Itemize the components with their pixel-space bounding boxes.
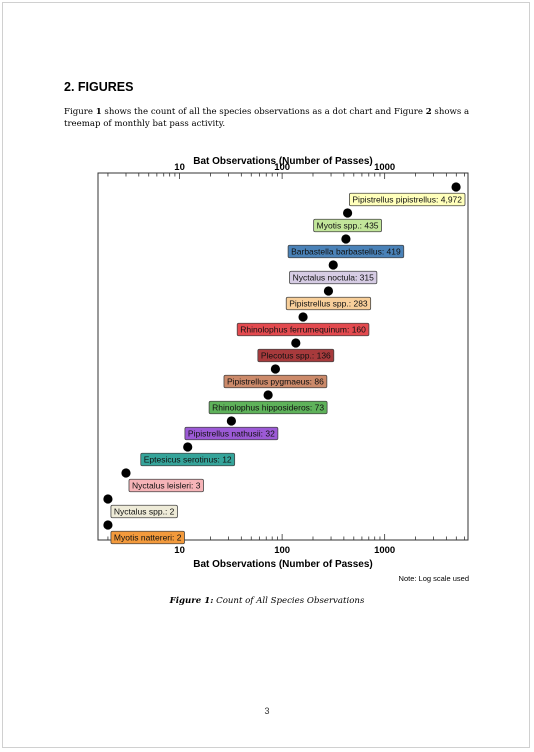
data-point: [103, 494, 113, 504]
data-label-box: [110, 530, 185, 545]
intro-text-2: shows the count of all the species obser…: [101, 107, 426, 117]
data-label-box: [223, 374, 328, 389]
x-tick-label-top: 10: [174, 162, 185, 173]
data-point: [328, 260, 338, 270]
data-label: Rhinolophus hipposideros: 73: [212, 403, 324, 413]
data-label-box: [348, 192, 466, 207]
data-label-box: [257, 348, 335, 363]
data-label: Rhinolophus ferrumequinum: 160: [240, 325, 366, 335]
data-point: [298, 312, 308, 322]
data-label: Nyctalus noctula: 315: [293, 273, 375, 283]
data-label-box: [285, 296, 372, 311]
data-label-box: [128, 478, 204, 493]
data-label: Myotis nattereri: 2: [114, 533, 182, 543]
caption-prefix: Figure 1:: [169, 596, 214, 606]
x-tick-label-bottom: 1000: [374, 545, 395, 556]
data-label: Pipistrellus pygmaeus: 86: [227, 377, 324, 387]
page-number: 3: [264, 706, 270, 716]
log-scale-note: Note: Log scale used: [399, 574, 469, 583]
intro-paragraph: Figure 1 shows the count of all the spec…: [64, 106, 494, 130]
data-label-box: [289, 270, 378, 285]
data-point: [263, 390, 273, 400]
data-label-box: [110, 504, 178, 519]
figure-caption: Figure 1: Count of All Species Observati…: [0, 596, 534, 606]
data-label-box: [236, 322, 370, 337]
data-label-box: [287, 244, 405, 259]
data-label: Nyctalus leisleri: 3: [132, 481, 201, 491]
data-point: [341, 234, 351, 244]
data-label: Pipistrellus nathusii: 32: [188, 429, 275, 439]
section-title: FIGURES: [77, 80, 134, 94]
figure-ref-1: 1: [95, 107, 102, 117]
data-label: Plecotus spp.: 136: [261, 351, 331, 361]
x-tick-label-bottom: 100: [274, 545, 290, 556]
intro-text-1: Figure: [64, 107, 96, 117]
data-label: Myotis spp.: 435: [317, 221, 379, 231]
figure-ref-2: 2: [425, 107, 432, 117]
x-tick-label-bottom: 10: [174, 545, 185, 556]
data-point: [270, 364, 281, 374]
data-label-box: [140, 452, 236, 467]
data-point: [451, 182, 461, 192]
data-point: [291, 338, 301, 348]
data-point: [342, 208, 353, 218]
data-point: [103, 520, 113, 530]
caption-text: Count of All Species Observations: [213, 596, 365, 606]
data-point: [183, 442, 193, 452]
data-label-box: [208, 400, 328, 415]
x-tick-label-top: 100: [274, 162, 290, 173]
data-label: Barbastella barbastellus: 419: [291, 247, 401, 257]
x-axis-label: Bat Observations (Number of Passes): [193, 559, 373, 570]
data-point: [226, 416, 236, 426]
data-label: Nyctalus spp.: 2: [114, 507, 175, 517]
data-label-box: [313, 218, 382, 233]
plot-frame: [97, 172, 469, 541]
section-heading: 2. FIGURES: [64, 80, 133, 94]
section-number: 2.: [64, 80, 75, 94]
data-label: Pipistrellus pipistrellus: 4,972: [352, 195, 462, 205]
data-label: Eptesicus serotinus: 12: [144, 455, 232, 465]
x-tick-label-top: 1000: [374, 162, 395, 173]
data-label: Pipistrellus spp.: 283: [289, 299, 368, 309]
chart-title: Bat Observations (Number of Passes): [193, 156, 373, 167]
data-point: [121, 468, 131, 478]
intro-text-3: shows a treemap of monthly bat pass acti…: [64, 107, 470, 129]
data-point: [323, 286, 334, 296]
data-label-box: [184, 426, 279, 441]
